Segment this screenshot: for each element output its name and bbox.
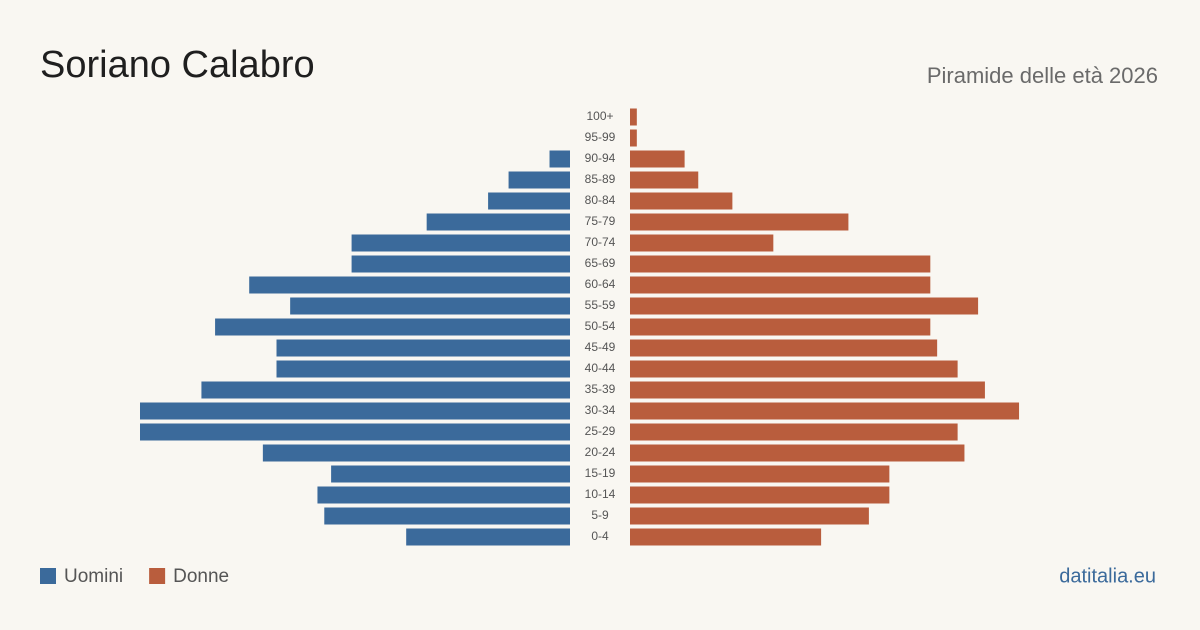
age-label: 100+ <box>586 109 613 123</box>
bar <box>630 444 965 462</box>
bar <box>324 507 570 525</box>
age-label: 30-34 <box>585 403 616 417</box>
bar <box>630 507 869 525</box>
bar <box>276 339 570 357</box>
bar <box>406 528 570 546</box>
age-label: 45-49 <box>585 340 616 354</box>
bar <box>630 234 774 252</box>
age-label: 50-54 <box>585 319 616 333</box>
legend-label: Uomini <box>64 566 123 587</box>
age-label: 5-9 <box>591 508 609 522</box>
age-label: 75-79 <box>585 214 616 228</box>
bar <box>249 276 570 294</box>
bar <box>630 255 931 273</box>
bar <box>630 129 637 147</box>
bar <box>630 276 931 294</box>
bar <box>630 360 958 378</box>
age-label: 0-4 <box>591 529 609 543</box>
bar <box>630 423 958 441</box>
legend-swatch <box>40 568 56 584</box>
bar <box>630 339 938 357</box>
legend-swatch <box>149 568 166 584</box>
age-label: 95-99 <box>585 130 616 144</box>
age-label: 40-44 <box>585 361 616 375</box>
bar <box>331 465 570 483</box>
bar <box>630 213 849 231</box>
age-label: 80-84 <box>585 193 616 207</box>
bar <box>140 423 570 441</box>
age-label: 85-89 <box>585 172 616 186</box>
age-label: 55-59 <box>585 298 616 312</box>
bar <box>630 486 890 504</box>
age-label: 90-94 <box>585 151 616 165</box>
bar <box>351 234 570 252</box>
age-label: 20-24 <box>585 445 616 459</box>
bar <box>262 444 570 462</box>
age-label: 25-29 <box>585 424 616 438</box>
bar <box>630 297 979 315</box>
bar <box>290 297 570 315</box>
chart-title: Soriano Calabro <box>40 44 315 86</box>
bar <box>630 528 822 546</box>
bar <box>630 381 985 399</box>
age-label: 70-74 <box>585 235 616 249</box>
bar <box>630 318 931 336</box>
bar <box>488 192 570 210</box>
age-label: 35-39 <box>585 382 616 396</box>
age-label: 65-69 <box>585 256 616 270</box>
bar <box>426 213 570 231</box>
bar <box>317 486 570 504</box>
bar <box>630 402 1020 420</box>
bar <box>201 381 570 399</box>
age-label: 15-19 <box>585 466 616 480</box>
bar <box>140 402 570 420</box>
source: datitalia.eu <box>1059 565 1156 587</box>
bar <box>630 171 699 189</box>
bar <box>276 360 570 378</box>
bar <box>630 465 890 483</box>
legend-label: Donne <box>173 566 229 587</box>
age-label: 60-64 <box>585 277 616 291</box>
chart-subtitle: Piramide delle età 2026 <box>927 63 1158 88</box>
age-label: 10-14 <box>585 487 616 501</box>
bar <box>351 255 570 273</box>
bar <box>630 108 637 126</box>
bar <box>215 318 571 336</box>
bar <box>549 150 570 168</box>
bar <box>630 192 733 210</box>
bar <box>508 171 570 189</box>
bar <box>630 150 685 168</box>
